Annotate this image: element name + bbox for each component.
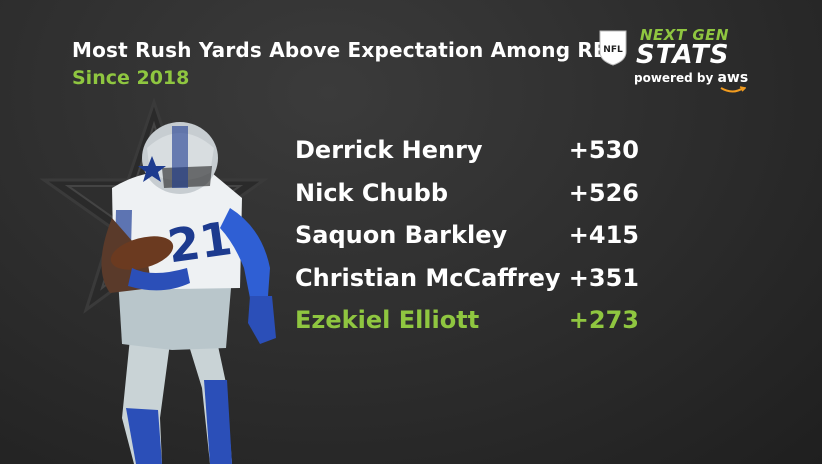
player-value: +415	[568, 221, 639, 249]
leaderboard-row: Christian McCaffrey +351	[295, 264, 645, 307]
page-subtitle: Since 2018	[72, 67, 190, 89]
leaderboard-row: Nick Chubb +526	[295, 179, 645, 222]
logo-main-text: STATS	[636, 40, 730, 70]
nfl-shield-text: NFL	[603, 45, 623, 55]
player-name: Derrick Henry	[295, 136, 483, 164]
logo-top-text: NEXT GEN	[640, 26, 729, 44]
player-image: 21	[101, 122, 276, 464]
player-value: +351	[568, 263, 639, 292]
aws-label: aws	[717, 70, 749, 86]
logo-powered-text: powered by aws	[634, 70, 748, 86]
player-value: +273	[568, 306, 639, 334]
player-name: Christian McCaffrey	[295, 263, 561, 292]
player-value: +530	[568, 136, 639, 164]
leaderboard-row: Saquon Barkley +415	[295, 221, 645, 264]
player-value: +526	[568, 178, 639, 207]
aws-smile-icon	[720, 86, 746, 93]
leaderboard-row: Derrick Henry +530	[295, 136, 645, 179]
player-name: Nick Chubb	[295, 178, 448, 207]
leaderboard: Derrick Henry +530 Nick Chubb +526 Saquo…	[295, 136, 645, 349]
leaderboard-row-highlighted: Ezekiel Elliott +273	[295, 306, 645, 349]
nfl-shield-icon: NFL	[599, 30, 627, 66]
player-name: Ezekiel Elliott	[295, 306, 480, 334]
player-name: Saquon Barkley	[295, 221, 508, 249]
next-gen-stats-logo: NFL NEXT GEN STATS powered by aws	[598, 26, 758, 93]
page-title: Most Rush Yards Above Expectation Among …	[72, 38, 609, 62]
powered-by-label: powered by	[634, 71, 714, 85]
